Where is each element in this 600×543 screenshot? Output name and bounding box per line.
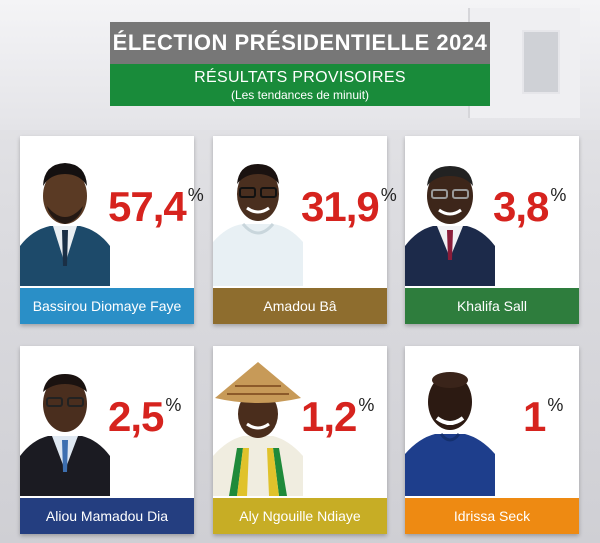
candidate-card-ndiaye: 1,2 % Aly Ngouille Ndiaye bbox=[213, 346, 387, 534]
percentage: 2,5 % bbox=[108, 396, 181, 438]
candidate-photo bbox=[405, 146, 495, 286]
candidate-card-sall: 3,8 % Khalifa Sall bbox=[405, 136, 579, 324]
candidate-photo bbox=[213, 146, 303, 286]
percent-sign: % bbox=[550, 185, 567, 205]
percentage: 57,4 % bbox=[108, 186, 204, 228]
candidate-name-bar: Aliou Mamadou Dia bbox=[20, 498, 194, 534]
percent-sign: % bbox=[358, 395, 375, 415]
candidate-card-faye: 57,4 % Bassirou Diomaye Faye bbox=[20, 136, 204, 324]
subtitle-note: (Les tendances de minuit) bbox=[230, 88, 370, 102]
candidate-name-bar: Idrissa Seck bbox=[405, 498, 579, 534]
title-banner: ÉLECTION PRÉSIDENTIELLE 2024 bbox=[110, 22, 490, 64]
candidate-card-dia: 2,5 % Aliou Mamadou Dia bbox=[20, 346, 194, 534]
candidate-name: Aly Ngouille Ndiaye bbox=[239, 508, 361, 524]
candidate-photo bbox=[20, 356, 110, 496]
candidate-photo bbox=[213, 356, 303, 496]
candidate-name: Aliou Mamadou Dia bbox=[45, 508, 169, 524]
candidate-name: Idrissa Seck bbox=[453, 508, 531, 524]
candidate-photo bbox=[405, 356, 495, 496]
percent-sign: % bbox=[187, 185, 204, 205]
candidate-name: Khalifa Sall bbox=[456, 298, 528, 314]
candidate-name-bar: Aly Ngouille Ndiaye bbox=[213, 498, 387, 534]
percent-sign: % bbox=[165, 395, 182, 415]
percent-sign: % bbox=[547, 395, 564, 415]
page-subtitle: RÉSULTATS PROVISOIRES bbox=[194, 69, 406, 86]
background-window bbox=[522, 30, 560, 94]
percentage-value: 1 bbox=[523, 393, 546, 440]
percentage-value: 57,4 bbox=[108, 183, 187, 230]
subtitle-banner: RÉSULTATS PROVISOIRES (Les tendances de … bbox=[110, 64, 490, 106]
candidate-photo bbox=[20, 146, 110, 286]
candidate-name-bar: Amadou Bâ bbox=[213, 288, 387, 324]
candidate-card-ba: 31,9 % Amadou Bâ bbox=[213, 136, 397, 324]
percentage-value: 1,2 bbox=[301, 393, 357, 440]
candidate-name-bar: Bassirou Diomaye Faye bbox=[20, 288, 194, 324]
percentage: 3,8 % bbox=[493, 186, 566, 228]
percentage: 31,9 % bbox=[301, 186, 397, 228]
percentage-value: 3,8 bbox=[493, 183, 549, 230]
percentage-value: 2,5 bbox=[108, 393, 164, 440]
candidate-name: Amadou Bâ bbox=[263, 298, 337, 314]
candidate-name-bar: Khalifa Sall bbox=[405, 288, 579, 324]
percentage: 1 % bbox=[523, 396, 563, 438]
page-title: ÉLECTION PRÉSIDENTIELLE 2024 bbox=[112, 30, 488, 55]
percentage-value: 31,9 bbox=[301, 183, 380, 230]
candidate-name: Bassirou Diomaye Faye bbox=[32, 298, 182, 314]
percentage: 1,2 % bbox=[301, 396, 374, 438]
candidate-card-seck: 1 % Idrissa Seck bbox=[405, 346, 579, 534]
percent-sign: % bbox=[380, 185, 397, 205]
